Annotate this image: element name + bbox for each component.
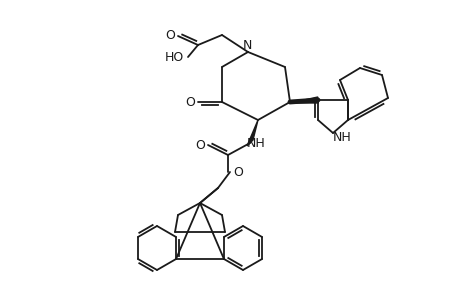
Text: NH: NH [332,130,351,143]
Text: O: O [233,166,242,178]
Text: NH: NH [246,136,265,149]
Polygon shape [290,97,318,103]
Text: HO: HO [164,50,183,64]
Text: O: O [195,139,205,152]
Polygon shape [246,120,257,146]
Text: O: O [185,95,195,109]
Text: O: O [165,28,174,41]
Text: N: N [242,38,251,52]
